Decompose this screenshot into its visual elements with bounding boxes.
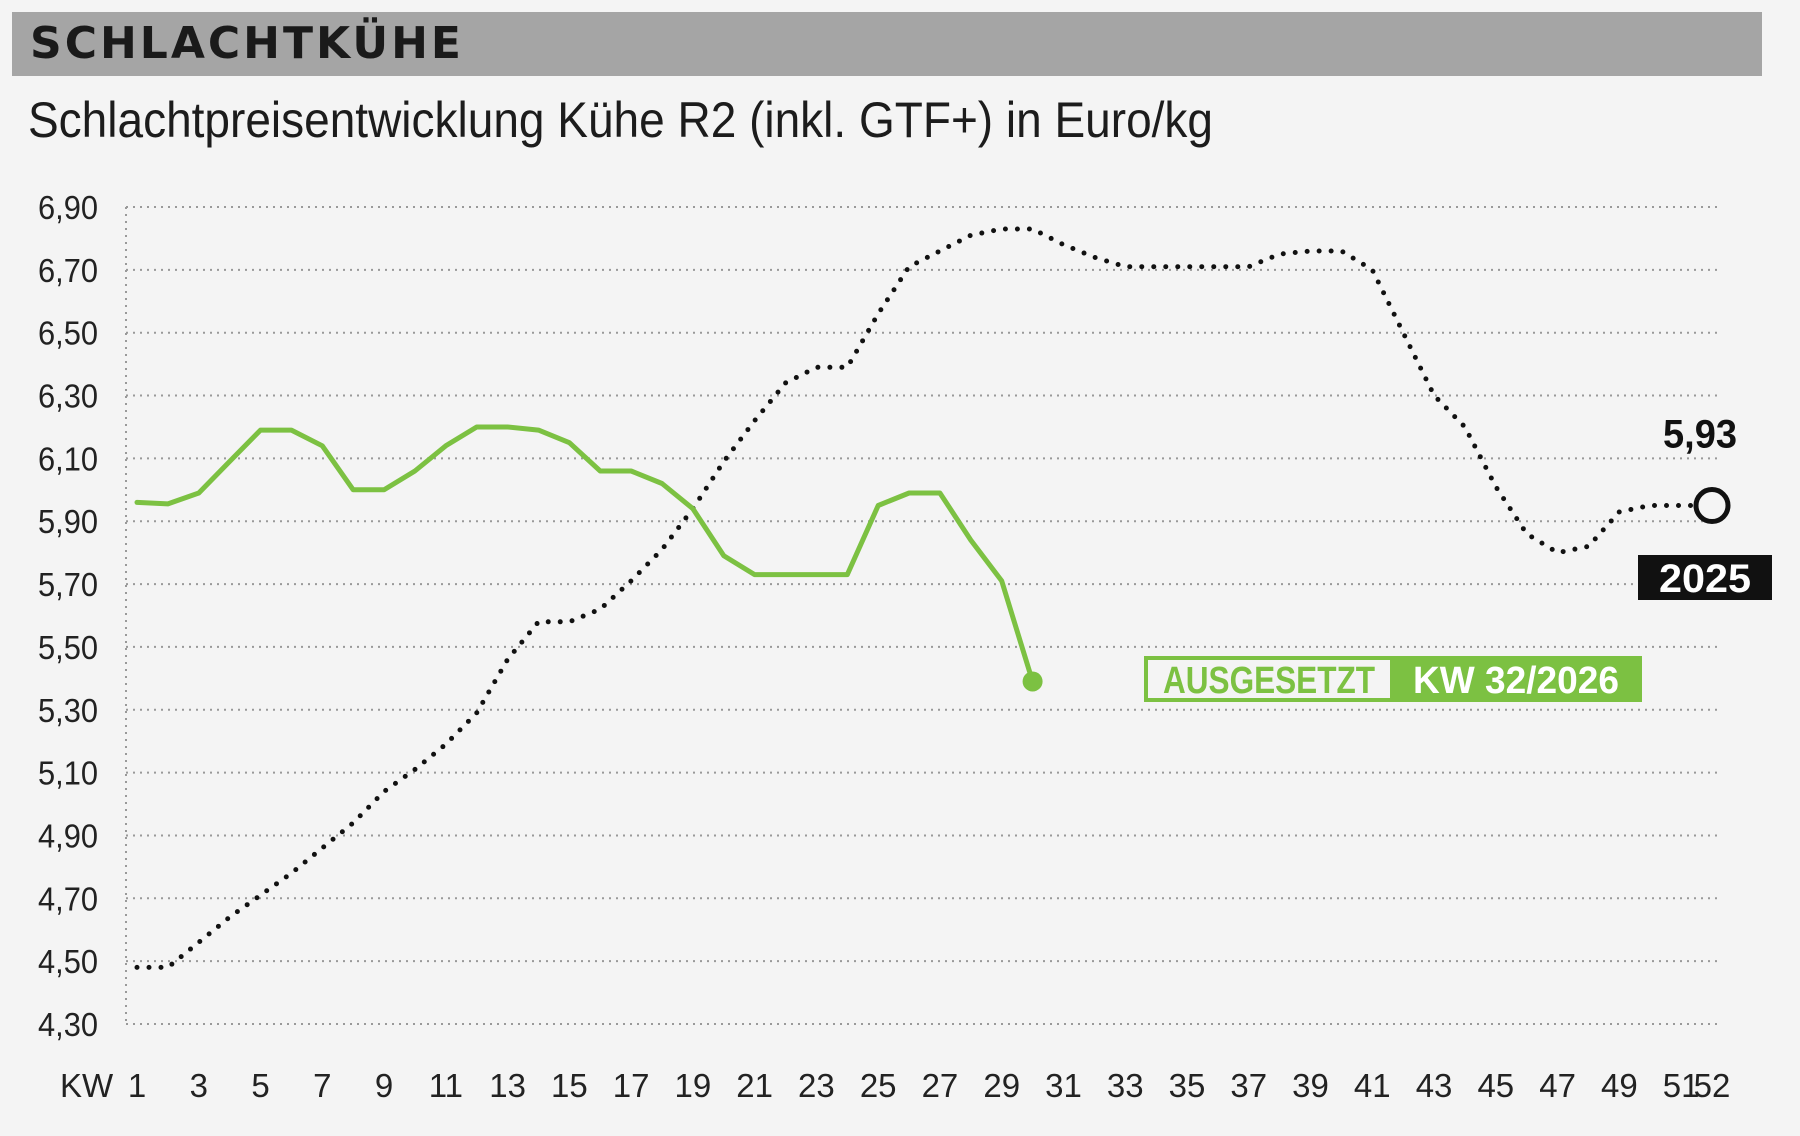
y-tick-label: 5,10 (38, 755, 98, 792)
header-title: SCHLACHTKÜHE (30, 18, 464, 69)
x-tick-label: 7 (313, 1067, 331, 1104)
badge-outline-label: AUSGESETZT (1163, 660, 1375, 702)
x-tick-label: 35 (1169, 1067, 1206, 1104)
x-tick-label: 52 (1694, 1067, 1731, 1104)
end-marker-2025 (1693, 487, 1731, 525)
series-line-2025 (134, 226, 1715, 970)
x-tick-label: 41 (1354, 1067, 1391, 1104)
y-tick-label: 6,30 (38, 378, 98, 415)
chart-subtitle: Schlachtpreisentwicklung Kühe R2 (inkl. … (28, 92, 1214, 148)
header-bar: SCHLACHTKÜHE (12, 12, 1762, 76)
x-tick-label: 51 (1663, 1067, 1700, 1104)
x-tick-label: 17 (613, 1067, 650, 1104)
x-tick-label: 47 (1539, 1067, 1576, 1104)
y-tick-label: 5,70 (38, 566, 98, 603)
x-tick-label: 3 (190, 1067, 208, 1104)
y-tick-label: 5,50 (38, 629, 98, 666)
grid-layer (125, 206, 1720, 1025)
y-tick-label: 6,90 (38, 189, 98, 226)
x-tick-label: 23 (798, 1067, 835, 1104)
badge-filled-bg (1394, 656, 1642, 702)
end-marker-2026 (1022, 671, 1043, 692)
y-tick-label: 4,50 (38, 943, 98, 980)
x-tick-label: 13 (489, 1067, 526, 1104)
x-tick-label: 33 (1107, 1067, 1144, 1104)
y-tick-label: 4,70 (38, 880, 98, 917)
x-tick-label: 11 (429, 1067, 463, 1104)
x-tick-label: 27 (922, 1067, 959, 1104)
x-axis-label: KW (60, 1067, 114, 1104)
x-tick-label: 5 (251, 1067, 269, 1104)
y-tick-label: 6,50 (38, 315, 98, 352)
y-tick-label: 4,90 (38, 817, 98, 854)
badge-outline-bg (1144, 656, 1394, 702)
end-value-label: 5,93 (1663, 413, 1737, 457)
y-tick-label: 4,30 (38, 1006, 98, 1043)
x-tick-label: 31 (1045, 1067, 1082, 1104)
x-tick-label: 45 (1477, 1067, 1514, 1104)
badge-filled-label: KW 32/2026 (1413, 660, 1619, 702)
x-tick-label: 15 (551, 1067, 588, 1104)
x-tick-label: 39 (1292, 1067, 1329, 1104)
x-tick-label: 49 (1601, 1067, 1638, 1104)
x-tick-label: 25 (860, 1067, 897, 1104)
x-tick-label: 29 (983, 1067, 1020, 1104)
year-badge-label: 2025 (1659, 557, 1751, 601)
x-tick-label: 43 (1416, 1067, 1453, 1104)
x-tick-label: 1 (128, 1067, 146, 1104)
x-tick-label: 21 (736, 1067, 773, 1104)
y-tick-label: 6,70 (38, 252, 98, 289)
axis-layer: 6,90 6,70 6,50 6,30 6,10 5,90 5,70 5,50 5,30 5,10… (38, 189, 1730, 1104)
x-tick-label: 37 (1230, 1067, 1267, 1104)
annotation-layer: 5,93 2025 AUSGESETZT KW 32/2026 (1022, 413, 1772, 702)
y-tick-label: 5,90 (38, 503, 98, 540)
series-layer (134, 226, 1715, 970)
y-tick-label: 5,30 (38, 692, 98, 729)
series-line-2026 (134, 424, 1036, 684)
year-badge-bg (1638, 555, 1772, 600)
y-tick-label: 6,10 (38, 440, 98, 477)
x-tick-label: 9 (375, 1067, 393, 1104)
x-tick-label: 19 (675, 1067, 712, 1104)
